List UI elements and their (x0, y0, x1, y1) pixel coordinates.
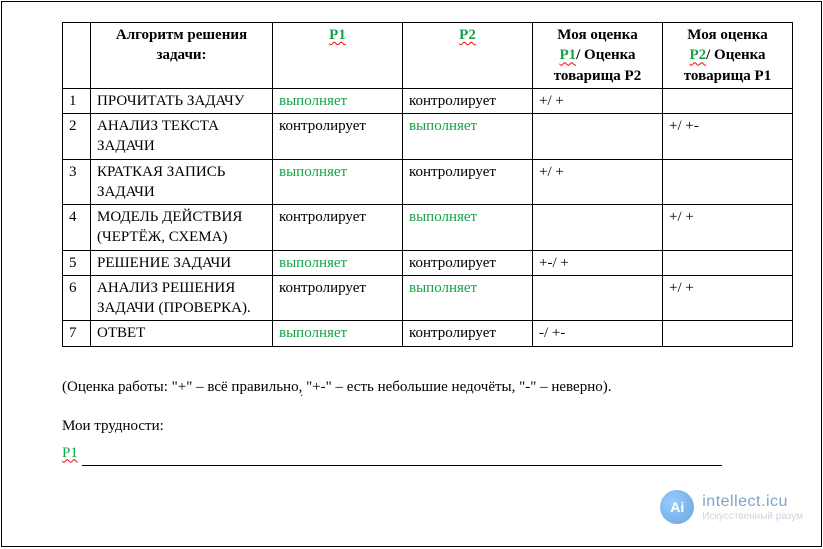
cell-algorithm: АНАЛИЗ ТЕКСТА ЗАДАЧИ (91, 114, 273, 160)
header-p2: Р2 (403, 23, 533, 89)
cell-eval2 (663, 321, 793, 346)
watermark: Ai intellect.icu Искусственный разум (660, 490, 803, 524)
header-eval1-l3: товарища Р2 (554, 68, 641, 84)
difficulties-p1-field (82, 440, 722, 467)
cell-p2: выполняет (403, 114, 533, 160)
legend-line: (Оценка работы: "+" – всё правильно, "+-… (62, 375, 791, 401)
difficulties-p1-line: Р1 (62, 440, 791, 467)
header-p1-text: Р1 (329, 27, 346, 43)
header-eval2-l2rest: / Оценка (706, 47, 765, 63)
cell-p2: контролирует (403, 321, 533, 346)
header-num (63, 23, 91, 89)
table-row: 7ОТВЕТвыполняетконтролирует-/ +- (63, 321, 793, 346)
cell-p2: контролирует (403, 159, 533, 205)
watermark-logo-icon: Ai (660, 490, 694, 524)
cell-eval1: +/ + (533, 159, 663, 205)
cell-num: 6 (63, 275, 91, 321)
cell-p1: выполняет (273, 88, 403, 113)
table-row: 6АНАЛИЗ РЕШЕНИЯ ЗАДАЧИ (ПРОВЕРКА).контро… (63, 275, 793, 321)
cell-num: 4 (63, 205, 91, 251)
header-eval2-l3: товарища Р1 (684, 68, 771, 84)
cell-num: 5 (63, 250, 91, 275)
cell-eval2 (663, 250, 793, 275)
header-p1: Р1 (273, 23, 403, 89)
cell-algorithm: КРАТКАЯ ЗАПИСЬ ЗАДАЧИ (91, 159, 273, 205)
cell-eval1: +-/ + (533, 250, 663, 275)
table-body: 1ПРОЧИТАТЬ ЗАДАЧУвыполняетконтролирует+/… (63, 88, 793, 346)
cell-algorithm: МОДЕЛЬ ДЕЙСТВИЯ (ЧЕРТЁЖ, СХЕМА) (91, 205, 273, 251)
difficulties-p1-label: Р1 (62, 445, 78, 461)
watermark-subtitle: Искусственный разум (702, 511, 803, 522)
header-eval1: Моя оценка Р1/ Оценка товарища Р2 (533, 23, 663, 89)
table-row: 5РЕШЕНИЕ ЗАДАЧИвыполняетконтролирует+-/ … (63, 250, 793, 275)
cell-p2: выполняет (403, 275, 533, 321)
cell-algorithm: ОТВЕТ (91, 321, 273, 346)
cell-p2: контролирует (403, 88, 533, 113)
header-eval1-l1: Моя оценка (557, 27, 637, 43)
table-header-row: Алгоритм решения задачи: Р1 Р2 Моя оценк… (63, 23, 793, 89)
algorithm-table: Алгоритм решения задачи: Р1 Р2 Моя оценк… (62, 22, 793, 347)
cell-p1: выполняет (273, 250, 403, 275)
header-algorithm: Алгоритм решения задачи: (91, 23, 273, 89)
header-eval2: Моя оценка Р2/ Оценка товарища Р1 (663, 23, 793, 89)
header-eval2-l1: Моя оценка (687, 27, 767, 43)
header-p2-text: Р2 (459, 27, 476, 43)
notes-section: (Оценка работы: "+" – всё правильно, "+-… (62, 375, 791, 467)
document-page: Алгоритм решения задачи: Р1 Р2 Моя оценк… (1, 1, 822, 547)
cell-p1: контролирует (273, 275, 403, 321)
cell-eval1 (533, 205, 663, 251)
watermark-title: intellect.icu (702, 493, 803, 511)
cell-algorithm: ПРОЧИТАТЬ ЗАДАЧУ (91, 88, 273, 113)
cell-eval2 (663, 88, 793, 113)
table-row: 2АНАЛИЗ ТЕКСТА ЗАДАЧИконтролируетвыполня… (63, 114, 793, 160)
cell-eval2: +/ +- (663, 114, 793, 160)
cell-eval1 (533, 114, 663, 160)
cell-eval2 (663, 159, 793, 205)
cell-num: 2 (63, 114, 91, 160)
cell-eval2: +/ + (663, 205, 793, 251)
legend-prefix: (Оценка работы: "+" – всё правильно (62, 379, 299, 395)
legend-mid: "+-" – есть небольшие недочёты, "-" – не… (302, 379, 611, 395)
cell-p1: выполняет (273, 159, 403, 205)
cell-p2: выполняет (403, 205, 533, 251)
header-eval1-p1: Р1 (559, 47, 576, 63)
cell-algorithm: АНАЛИЗ РЕШЕНИЯ ЗАДАЧИ (ПРОВЕРКА). (91, 275, 273, 321)
table-row: 4МОДЕЛЬ ДЕЙСТВИЯ (ЧЕРТЁЖ, СХЕМА)контроли… (63, 205, 793, 251)
table-row: 3КРАТКАЯ ЗАПИСЬ ЗАДАЧИвыполняетконтролир… (63, 159, 793, 205)
watermark-logo-text: Ai (670, 499, 684, 515)
cell-num: 3 (63, 159, 91, 205)
cell-p2: контролирует (403, 250, 533, 275)
cell-eval1 (533, 275, 663, 321)
cell-eval1: -/ +- (533, 321, 663, 346)
cell-p1: контролирует (273, 114, 403, 160)
difficulties-label: Мои трудности: (62, 414, 791, 440)
cell-num: 7 (63, 321, 91, 346)
table-row: 1ПРОЧИТАТЬ ЗАДАЧУвыполняетконтролирует+/… (63, 88, 793, 113)
cell-num: 1 (63, 88, 91, 113)
header-eval2-p2: Р2 (689, 47, 706, 63)
cell-algorithm: РЕШЕНИЕ ЗАДАЧИ (91, 250, 273, 275)
cell-eval1: +/ + (533, 88, 663, 113)
cell-p1: контролирует (273, 205, 403, 251)
cell-p1: выполняет (273, 321, 403, 346)
header-eval1-l2rest: / Оценка (576, 47, 635, 63)
watermark-text-block: intellect.icu Искусственный разум (702, 493, 803, 522)
cell-eval2: +/ + (663, 275, 793, 321)
